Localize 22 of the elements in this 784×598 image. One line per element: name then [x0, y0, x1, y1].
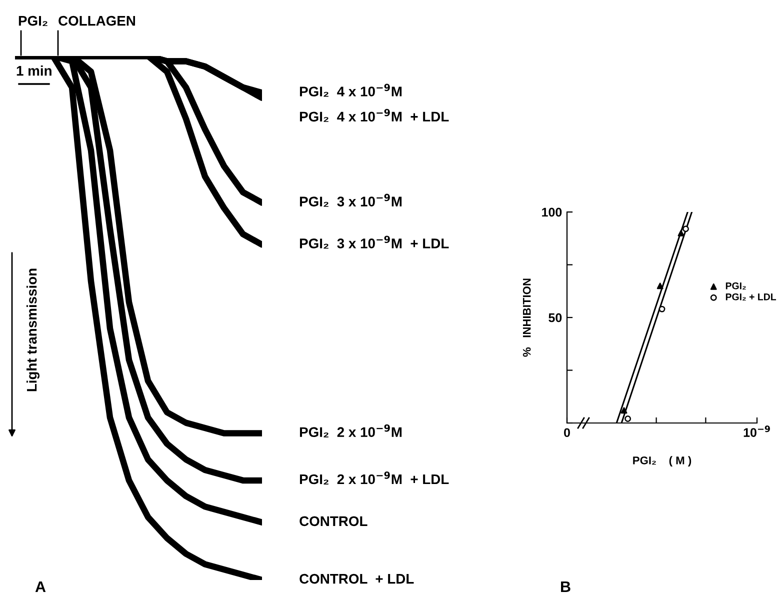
y-axis-title: Light transmission	[26, 268, 40, 392]
legend-label: PGI₂	[726, 282, 746, 290]
x-tick-label: 10$^{−9}$	[744, 426, 770, 437]
x-tick-label: 0	[564, 428, 570, 438]
text: PGI₂ 2 x 10$^{−9}$M	[300, 424, 402, 438]
y-tick-label: 50	[548, 313, 562, 322]
text: COLLAGEN	[58, 16, 135, 26]
text: PGI₂ 3 x 10$^{−9}$M	[300, 194, 402, 207]
text: PGI₂ 2 x 10$^{−9}$M + LDL	[300, 472, 449, 484]
text: PGI₂	[18, 16, 48, 26]
text: PGI₂ 4 x 10$^{−9}$M	[300, 84, 402, 97]
text: PGI₂ 3 x 10$^{−9}$M + LDL	[300, 236, 449, 249]
text: A	[35, 581, 46, 592]
annotation: 1 min	[16, 66, 52, 76]
x-axis-title: PGI₂ ( M )	[633, 456, 692, 467]
text: PGI₂ 4 x 10$^{−9}$M + LDL	[300, 108, 449, 122]
y-axis-title: % INHIBITION	[522, 278, 531, 357]
text: CONTROL + LDL	[300, 574, 414, 584]
legend-label: PGI₂ + LDL	[726, 293, 776, 300]
y-tick-label: 100	[542, 208, 562, 217]
text: CONTROL	[300, 516, 368, 526]
text: B	[561, 581, 570, 592]
